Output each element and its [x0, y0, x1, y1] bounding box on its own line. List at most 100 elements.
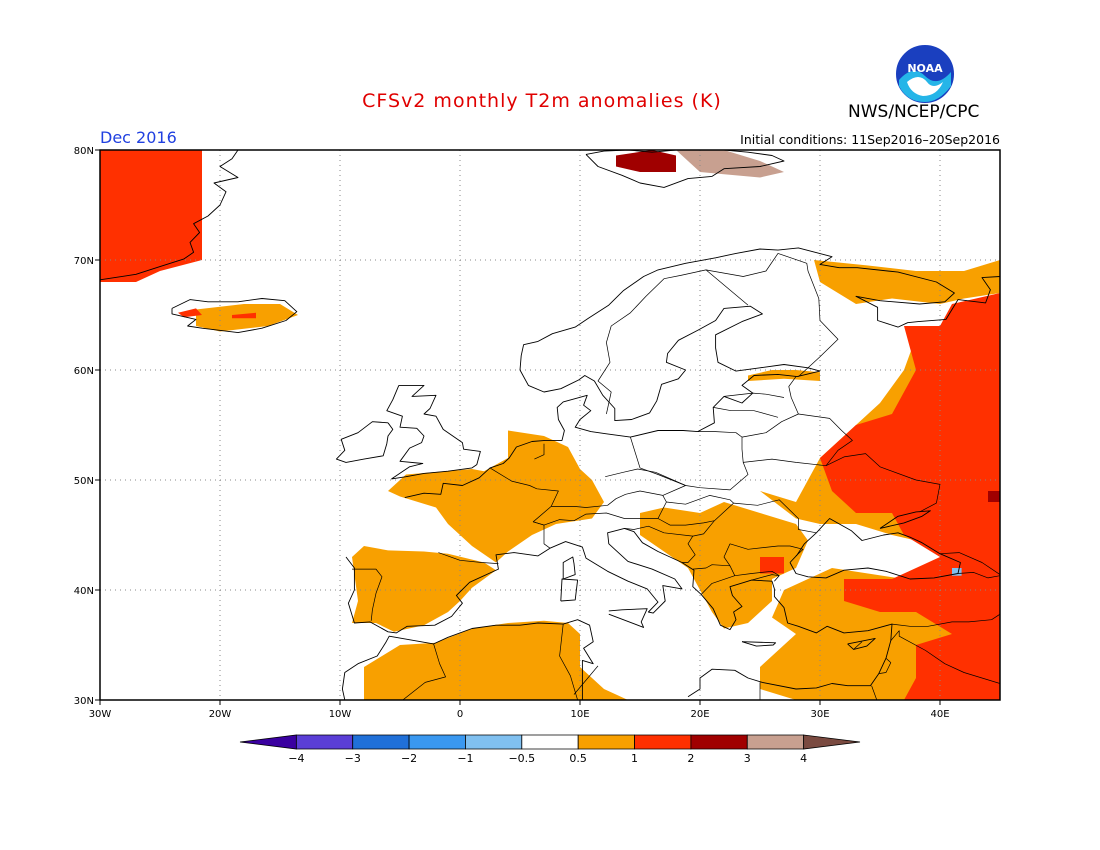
coastline	[879, 510, 931, 529]
anomaly-region-0.5-1	[388, 430, 604, 563]
anomaly-region-1-2	[100, 150, 202, 282]
anomaly-region-0.5-1	[352, 546, 496, 632]
coastline	[741, 641, 777, 647]
coastline	[341, 619, 594, 700]
country-border	[402, 643, 446, 700]
anomaly-region-1-2	[178, 308, 202, 318]
coastline	[585, 150, 785, 188]
anomaly-region-3-4	[676, 150, 784, 178]
country-border	[743, 453, 941, 513]
country-border	[682, 520, 715, 563]
colorbar-label: 3	[744, 752, 751, 765]
anomaly-region-1-2	[820, 293, 1000, 634]
colorbar-swatch	[521, 734, 579, 750]
colorbar-swatch	[408, 734, 466, 750]
country-border	[878, 657, 892, 674]
country-border	[871, 685, 878, 700]
country-border	[723, 543, 780, 582]
anomaly-region-0.5-1	[364, 620, 628, 700]
graticule	[100, 150, 1000, 700]
country-border	[751, 574, 780, 582]
country-border	[733, 499, 817, 534]
agency-label: NWS/NCEP/CPC	[848, 102, 980, 122]
country-border	[890, 630, 1000, 684]
colorbar-label: −2	[401, 752, 417, 765]
colorbar-label: 4	[800, 752, 807, 765]
coastline	[404, 370, 821, 499]
coastline	[335, 421, 394, 463]
country-border	[729, 543, 804, 550]
anomaly-region-2-3	[616, 150, 676, 172]
country-border	[798, 413, 853, 466]
colorbar-label: −0.5	[508, 752, 535, 765]
lat-tick-label: 70N	[74, 256, 94, 267]
coastline	[345, 527, 893, 698]
country-border	[534, 443, 545, 460]
country-border	[705, 253, 839, 377]
coastline	[847, 637, 876, 650]
chart-title: CFSv2 monthly T2m anomalies (K)	[362, 90, 722, 112]
colorbar-swatch	[295, 734, 354, 750]
colorbar-label: −3	[345, 752, 361, 765]
lat-tick-label: 30N	[74, 696, 94, 707]
coastline	[789, 518, 961, 580]
anomaly-region-1-2	[232, 312, 256, 319]
country-border	[957, 572, 1000, 579]
lon-tick-label: 0	[457, 709, 463, 720]
anomaly-region-2-3	[988, 491, 1000, 502]
noaa-logo-text: NOAA	[907, 62, 943, 75]
lat-tick-label: 40N	[74, 586, 94, 597]
map-frame	[99, 149, 1001, 701]
colorbar-swatch	[634, 734, 692, 750]
initial-conditions: Initial conditions: 11Sep2016–20Sep2016	[740, 132, 1000, 147]
country-border	[573, 665, 599, 695]
colorbar-swatch	[352, 734, 410, 750]
anomaly-fills	[100, 150, 1000, 700]
lat-tick-label: 80N	[74, 146, 94, 157]
colorbar: −4 −3 −2 −1 −0.5 0.5 1 2 3 4	[239, 734, 861, 765]
coastline	[519, 247, 1000, 422]
coastline	[171, 298, 298, 334]
lon-tick-label: 20W	[209, 709, 232, 720]
colorbar-swatch	[803, 734, 861, 750]
colorbar-label: 1	[631, 752, 638, 765]
country-border	[700, 575, 735, 595]
country-border	[891, 613, 1000, 627]
colorbar-swatch	[690, 734, 748, 750]
country-border	[438, 552, 499, 564]
country-border	[657, 495, 734, 526]
lon-tick-label: 30E	[810, 709, 829, 720]
lat-tick-label: 60N	[74, 366, 94, 377]
colorbar-swatch	[239, 734, 297, 750]
country-border	[853, 641, 863, 650]
country-border	[352, 568, 383, 621]
noaa-logo: NOAA	[893, 42, 957, 106]
country-border	[741, 376, 799, 438]
colorbar-swatch	[746, 734, 805, 750]
country-border	[630, 431, 749, 491]
country-border	[489, 467, 559, 549]
country-border	[795, 549, 804, 557]
colorbar-label: 0.5	[569, 752, 587, 765]
country-border	[692, 564, 731, 570]
coastline	[386, 384, 481, 480]
lon-tick-label: 30W	[89, 709, 112, 720]
country-border	[662, 485, 686, 496]
country-border	[624, 525, 693, 537]
country-border	[533, 490, 667, 526]
coastline	[560, 578, 579, 602]
colorbar-swatch	[465, 734, 523, 750]
country-border	[939, 552, 1000, 575]
lon-tick-label: 40E	[930, 709, 949, 720]
country-border	[605, 468, 686, 486]
axis-ticks: 30W 20W 10W 0 10E 20E 30E 40E 30N 40N 50N 60N 70N 80N	[74, 146, 950, 720]
lon-tick-label: 10W	[329, 709, 352, 720]
colorbar-label: −1	[457, 752, 473, 765]
country-border	[559, 624, 578, 700]
lon-tick-label: 10E	[570, 709, 589, 720]
coastline	[262, 717, 268, 720]
forecast-period: Dec 2016	[100, 128, 177, 147]
country-border	[597, 269, 749, 415]
anomaly-region-0.5-1	[814, 260, 1000, 304]
lat-tick-label: 50N	[74, 476, 94, 487]
